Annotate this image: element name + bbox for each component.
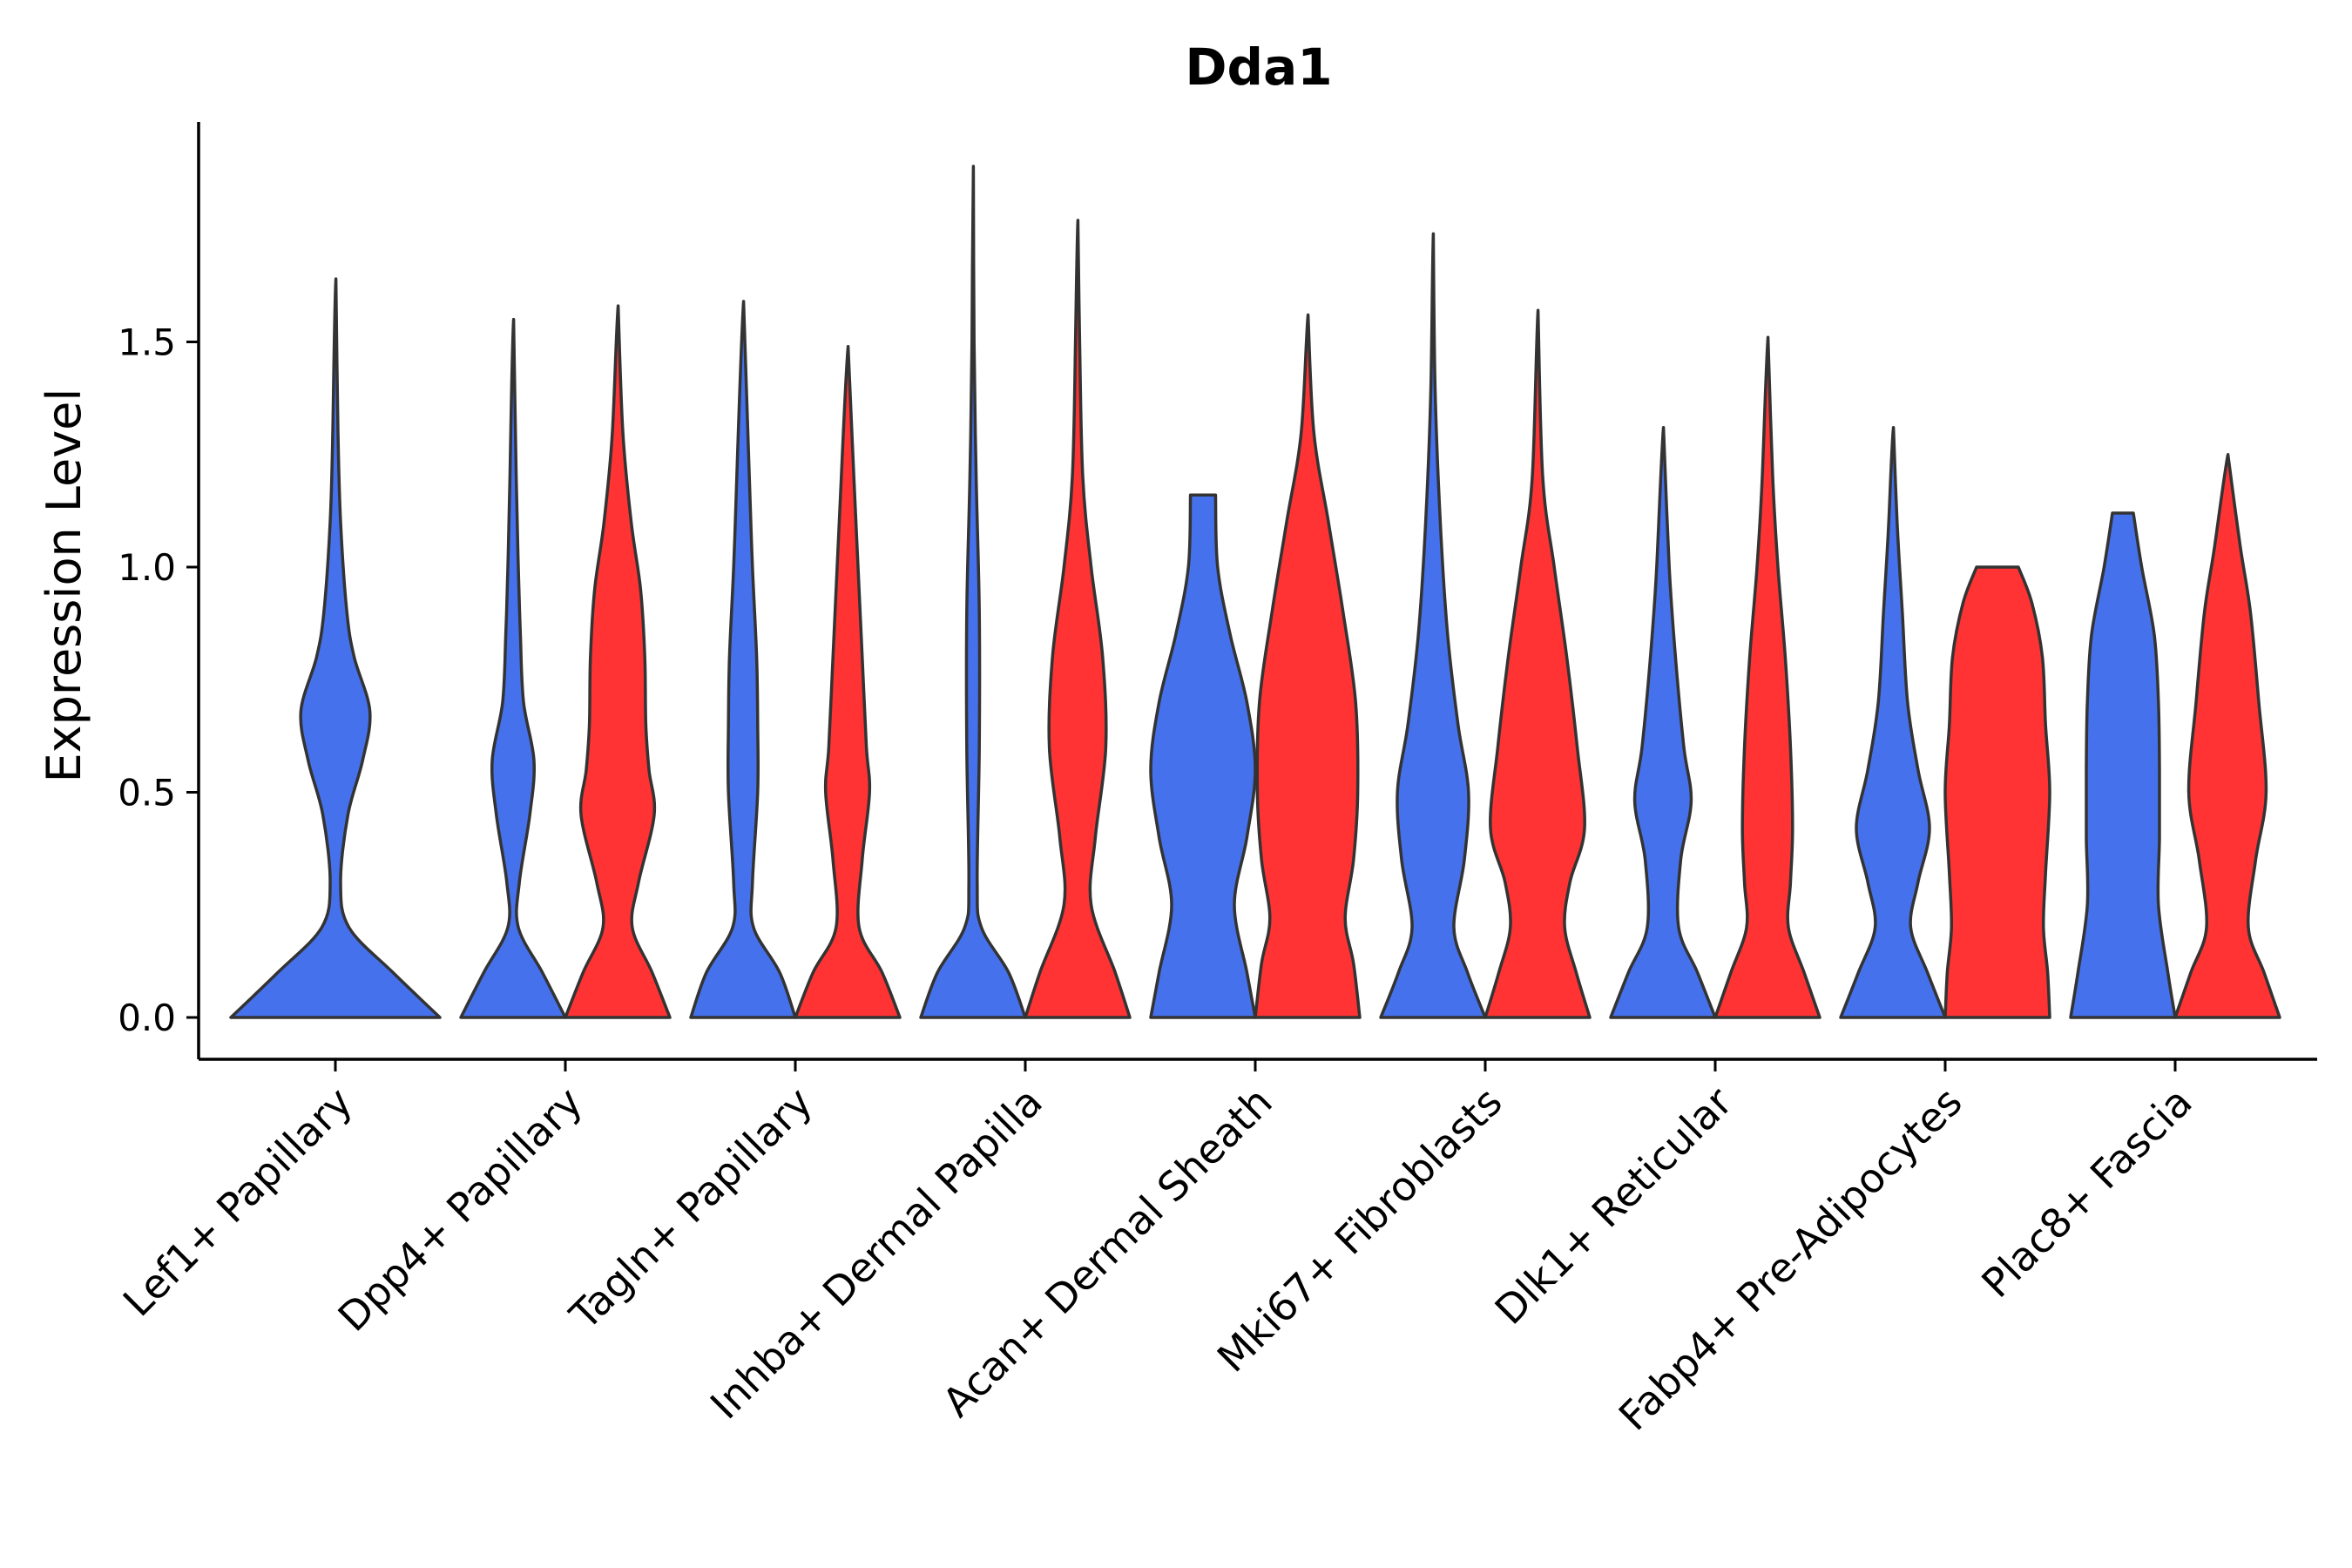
x-tick-label: Tagln+ Papillary xyxy=(560,1078,821,1340)
x-tick-label: Plac8+ Fascia xyxy=(1972,1078,2200,1307)
chart-title: Dda1 xyxy=(1185,37,1332,97)
violin-group2 xyxy=(1024,219,1132,1019)
x-tick-label: Dpp4+ Papillary xyxy=(329,1078,591,1341)
violin-group2 xyxy=(1254,313,1362,1019)
violin-group1 xyxy=(2069,511,2177,1019)
y-axis-label: Expression Level xyxy=(37,389,91,783)
violin-group2 xyxy=(1484,308,1592,1019)
violin-group1 xyxy=(919,165,1027,1019)
violin-group1 xyxy=(1839,425,1947,1019)
y-tick-label: 1.0 xyxy=(118,546,176,589)
y-tick-label: 0.5 xyxy=(118,772,176,814)
violin-group1 xyxy=(229,277,442,1019)
violin-group2 xyxy=(1713,335,1821,1019)
x-tick-label: Dlk1+ Reticular xyxy=(1486,1078,1741,1334)
y-tick-label: 1.5 xyxy=(118,321,176,364)
violin-group1 xyxy=(1609,425,1717,1019)
violin-group2 xyxy=(564,304,672,1019)
violin-group1 xyxy=(1379,232,1487,1019)
violin-group2 xyxy=(1943,565,2051,1019)
y-tick-label: 0.0 xyxy=(118,997,176,1039)
violin-group1 xyxy=(459,317,567,1019)
y-axis: 0.0 0.5 1.0 1.5 xyxy=(118,122,200,1059)
violin-group2 xyxy=(2173,453,2281,1019)
violins-layer xyxy=(229,165,2281,1019)
x-tick-label: Lef1+ Papillary xyxy=(114,1078,362,1326)
violin-group1 xyxy=(689,300,797,1019)
violin-group2 xyxy=(794,344,902,1019)
violin-group1 xyxy=(1149,493,1257,1019)
